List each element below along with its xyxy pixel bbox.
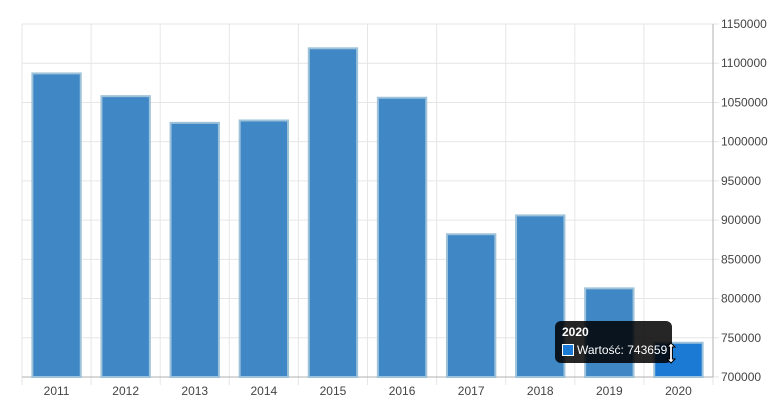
bar-2020 [653, 341, 704, 379]
x-tick-label: 2017 [458, 384, 485, 398]
bar-2015 [307, 47, 359, 378]
bar-2014 [238, 119, 290, 378]
y-tick-label: 950000 [721, 174, 761, 188]
bar-2013 [169, 121, 220, 378]
bar-2017 [445, 233, 497, 378]
tooltip-title: 2020 [562, 325, 589, 339]
x-tick-label: 2014 [250, 384, 277, 398]
bar-2016 [376, 96, 428, 378]
tooltip-row: Wartość: 743659 [562, 343, 667, 357]
y-tick-label: 750000 [721, 331, 761, 345]
bar-2011 [31, 72, 82, 378]
y-axis-labels: 1150000 1100000 1050000 1000000 950000 900000… [721, 17, 768, 384]
x-tick-label: 2018 [527, 384, 554, 398]
y-tick-label: 900000 [721, 213, 761, 227]
x-tick-label: 2011 [44, 384, 70, 398]
bar-2012 [100, 95, 151, 379]
y-tick-label: 1000000 [721, 135, 768, 149]
x-tick-label: 2019 [596, 384, 623, 398]
x-tick-label: 2020 [665, 384, 692, 398]
x-tick-label: 2013 [181, 384, 208, 398]
y-tick-label: 1050000 [721, 95, 768, 109]
y-tick-label: 800000 [721, 292, 761, 306]
tooltip-color-swatch [562, 344, 574, 356]
mouse-cursor-icon [666, 342, 676, 364]
y-tick-label: 1150000 [721, 17, 767, 31]
x-tick-label: 2015 [320, 384, 347, 398]
x-axis-labels: 2011 2012 2013 2014 2015 2016 2017 2018 2019 2020 [44, 384, 692, 398]
y-tick-label: 1100000 [721, 56, 767, 70]
x-tick-label: 2012 [112, 384, 139, 398]
y-tick-label: 700000 [721, 370, 761, 384]
tooltip-value: Wartość: 743659 [577, 343, 668, 357]
y-tick-label: 850000 [721, 252, 761, 266]
chart-tooltip: 2020 Wartość: 743659 [555, 321, 672, 363]
x-tick-label: 2016 [389, 384, 416, 398]
